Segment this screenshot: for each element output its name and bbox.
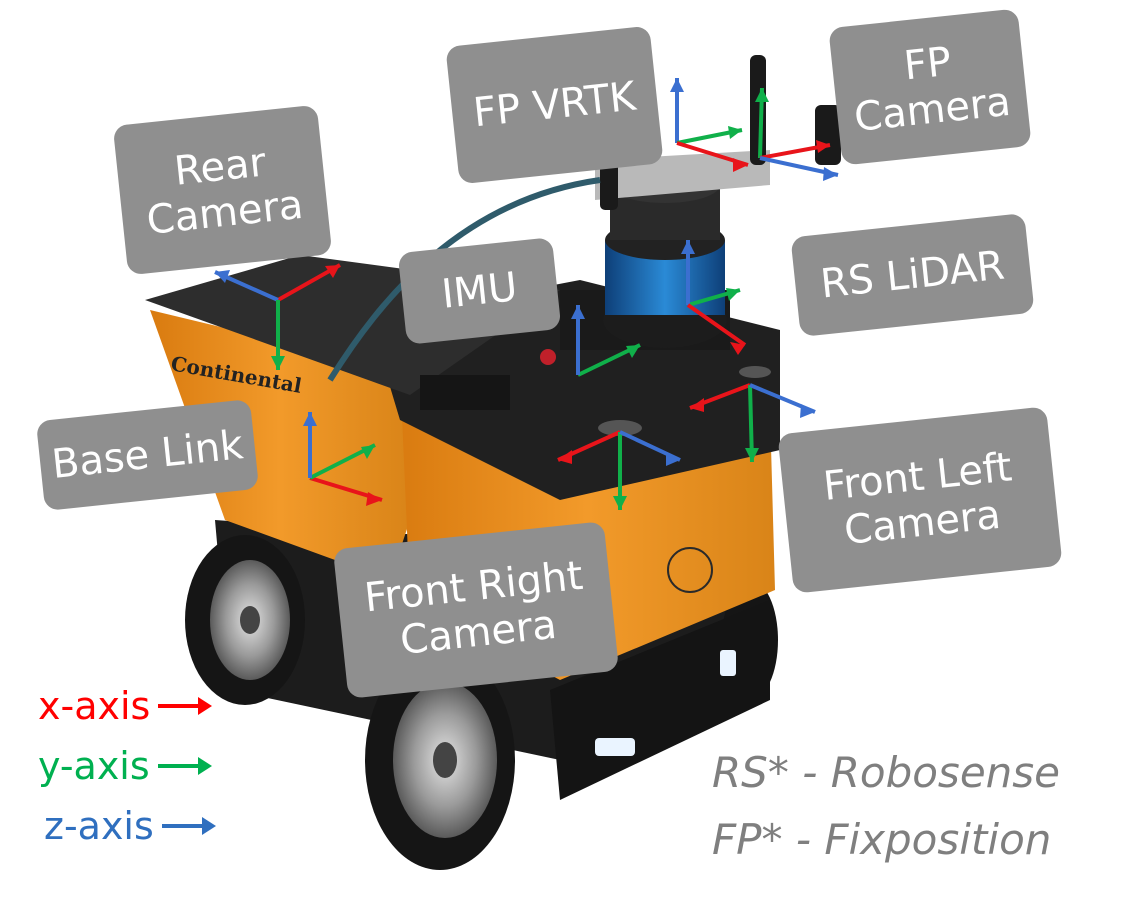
legend-y-axis: y-axis [38,744,212,788]
front-right-camera-lens [598,420,642,436]
label-fp-vrtk: FP VRTK [445,25,664,185]
legend-x-axis: x-axis [38,684,213,728]
legend-y-axis-label: y-axis [38,744,150,788]
front-left-camera-lens [739,366,771,378]
label-rear-camera: Rear Camera [112,104,333,276]
front-light [595,738,635,756]
legend-x-axis-label: x-axis [38,684,151,728]
antenna-tall [750,55,766,165]
legend-z-axis: z-axis [44,804,216,848]
label-fp-camera: FP Camera [828,8,1032,166]
blue-arrow-icon [161,817,216,835]
footnote-robosense: RS* - Robosense [712,748,1060,797]
label-imu: IMU [397,237,562,345]
orange-side-panel [150,310,410,580]
red-arrow-icon [158,697,213,715]
rear-left-wheel [185,535,305,705]
axis-arrowheads [215,78,838,510]
label-front-left-camera: Front Left Camera [777,406,1063,594]
legend-z-axis-label: z-axis [44,804,154,848]
brand-seal [667,547,713,593]
footnote-fixposition: FP* - Fixposition [712,815,1052,864]
label-front-right-camera: Front Right Camera [332,521,620,699]
front-left-wheel [365,650,515,870]
green-arrow-icon [157,757,212,775]
